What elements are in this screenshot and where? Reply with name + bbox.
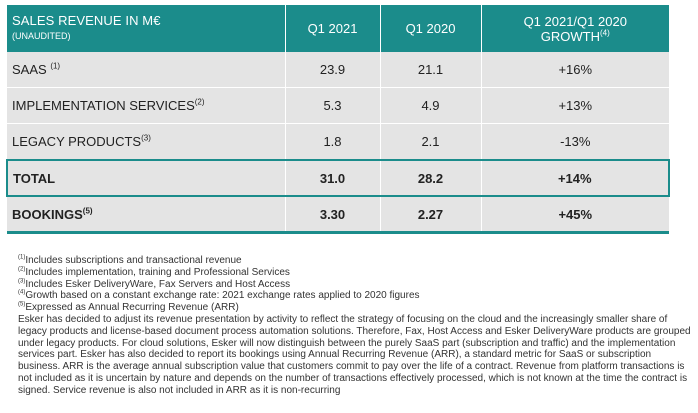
table-row-bookings: BOOKINGS(5) 3.30 2.27 +45% <box>7 196 669 234</box>
header-growth: Q1 2021/Q1 2020 GROWTH(4) <box>481 5 669 52</box>
cell-q1-2021: 1.8 <box>285 123 381 161</box>
row-label: LEGACY PRODUCTS(3) <box>7 123 286 161</box>
header-title: SALES REVENUE IN M€ <box>12 13 161 28</box>
cell-growth: +14% <box>481 159 670 197</box>
footnote: (1)Includes subscriptions and transactio… <box>18 254 242 266</box>
footnote: (5)Expressed as Annual Recurring Revenue… <box>18 301 239 314</box>
row-note: (3) <box>141 133 151 143</box>
table-row-saas: SAAS (1) 23.9 21.1 +16% <box>7 52 669 88</box>
row-note: (5) <box>82 206 93 216</box>
cell-q1-2020: 2.27 <box>380 196 482 234</box>
cell-q1-2021: 31.0 <box>285 159 381 197</box>
table-row-total: TOTAL 31.0 28.2 +14% <box>6 159 670 197</box>
footnotes: (1)Includes subscriptions and transactio… <box>18 255 694 397</box>
footnote: (4)Growth based on a constant exchange r… <box>18 290 420 302</box>
row-note: (2) <box>194 97 205 107</box>
header-growth-note: (4) <box>599 28 610 38</box>
cell-q1-2021: 3.30 <box>285 196 381 234</box>
cell-growth: +16% <box>481 52 669 88</box>
row-label: BOOKINGS(5) <box>7 196 286 234</box>
sales-revenue-table: SALES REVENUE IN M€ (UNAUDITED) Q1 2021 … <box>6 5 670 234</box>
header-label-cell: SALES REVENUE IN M€ (UNAUDITED) <box>7 5 286 52</box>
row-label: TOTAL <box>6 159 286 197</box>
cell-q1-2021: 23.9 <box>285 52 381 88</box>
cell-q1-2021: 5.3 <box>285 87 381 124</box>
row-label: IMPLEMENTATION SERVICES(2) <box>7 87 286 124</box>
row-note: (1) <box>50 61 61 71</box>
table-row-legacy: LEGACY PRODUCTS(3) 1.8 2.1 -13% <box>7 123 669 161</box>
cell-q1-2020: 2.1 <box>380 123 482 161</box>
cell-growth: +45% <box>481 196 669 234</box>
header-growth-line1: Q1 2021/Q1 2020 <box>523 13 627 29</box>
header-q1-2021: Q1 2021 <box>285 5 381 52</box>
header-growth-line2: GROWTH <box>540 28 600 44</box>
explanatory-paragraph: Esker has decided to adjust its revenue … <box>18 313 691 396</box>
footnote: (2)Includes implementation, training and… <box>18 266 290 278</box>
table-header: SALES REVENUE IN M€ (UNAUDITED) Q1 2021 … <box>7 5 669 52</box>
header-q1-2020: Q1 2020 <box>380 5 482 52</box>
cell-q1-2020: 21.1 <box>380 52 482 88</box>
table-row-implementation: IMPLEMENTATION SERVICES(2) 5.3 4.9 +13% <box>7 87 669 124</box>
row-label: SAAS (1) <box>7 52 286 88</box>
cell-q1-2020: 28.2 <box>380 159 482 197</box>
footnote: (3)Includes Esker DeliveryWare, Fax Serv… <box>18 278 291 290</box>
cell-q1-2020: 4.9 <box>380 87 482 124</box>
header-subtitle: (UNAUDITED) <box>12 31 71 41</box>
cell-growth: +13% <box>481 87 669 124</box>
cell-growth: -13% <box>481 123 669 161</box>
